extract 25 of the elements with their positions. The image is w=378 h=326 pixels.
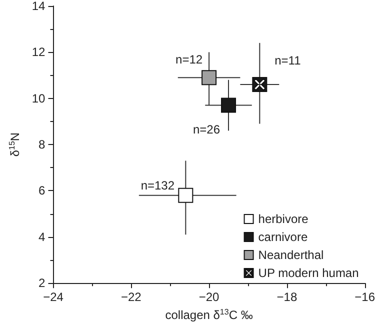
y-tick-label: 4 [38, 230, 46, 244]
y-tick-label: 12 [32, 45, 46, 60]
x-tick-label: −18 [276, 290, 298, 304]
annotation: n=132 [140, 178, 175, 192]
x-tick-label: −24 [43, 290, 64, 304]
legend-label: carnivore [258, 230, 308, 244]
y-axis-title: δ15N [8, 132, 22, 157]
legend-label: herbivore [258, 212, 309, 226]
legend-label: UP modern human [258, 266, 359, 280]
y-tick-label: 6 [38, 184, 46, 198]
point [221, 98, 236, 113]
y-tick-label: 8 [38, 138, 46, 152]
annotation: n=12 [176, 52, 203, 67]
point [252, 77, 268, 92]
x-tick-label: −22 [120, 290, 142, 304]
point [202, 70, 217, 86]
x-tick-label: −16 [354, 290, 376, 304]
point [178, 188, 194, 203]
x-tick-label: −20 [198, 290, 220, 304]
y-tick-label: 10 [32, 91, 46, 106]
y-tick-label: 14 [32, 0, 46, 13]
y-tick-label: 2 [38, 276, 46, 290]
annotation: n=26 [192, 122, 220, 136]
annotation: n=11 [274, 54, 302, 68]
legend-label: Neanderthal [258, 248, 324, 262]
